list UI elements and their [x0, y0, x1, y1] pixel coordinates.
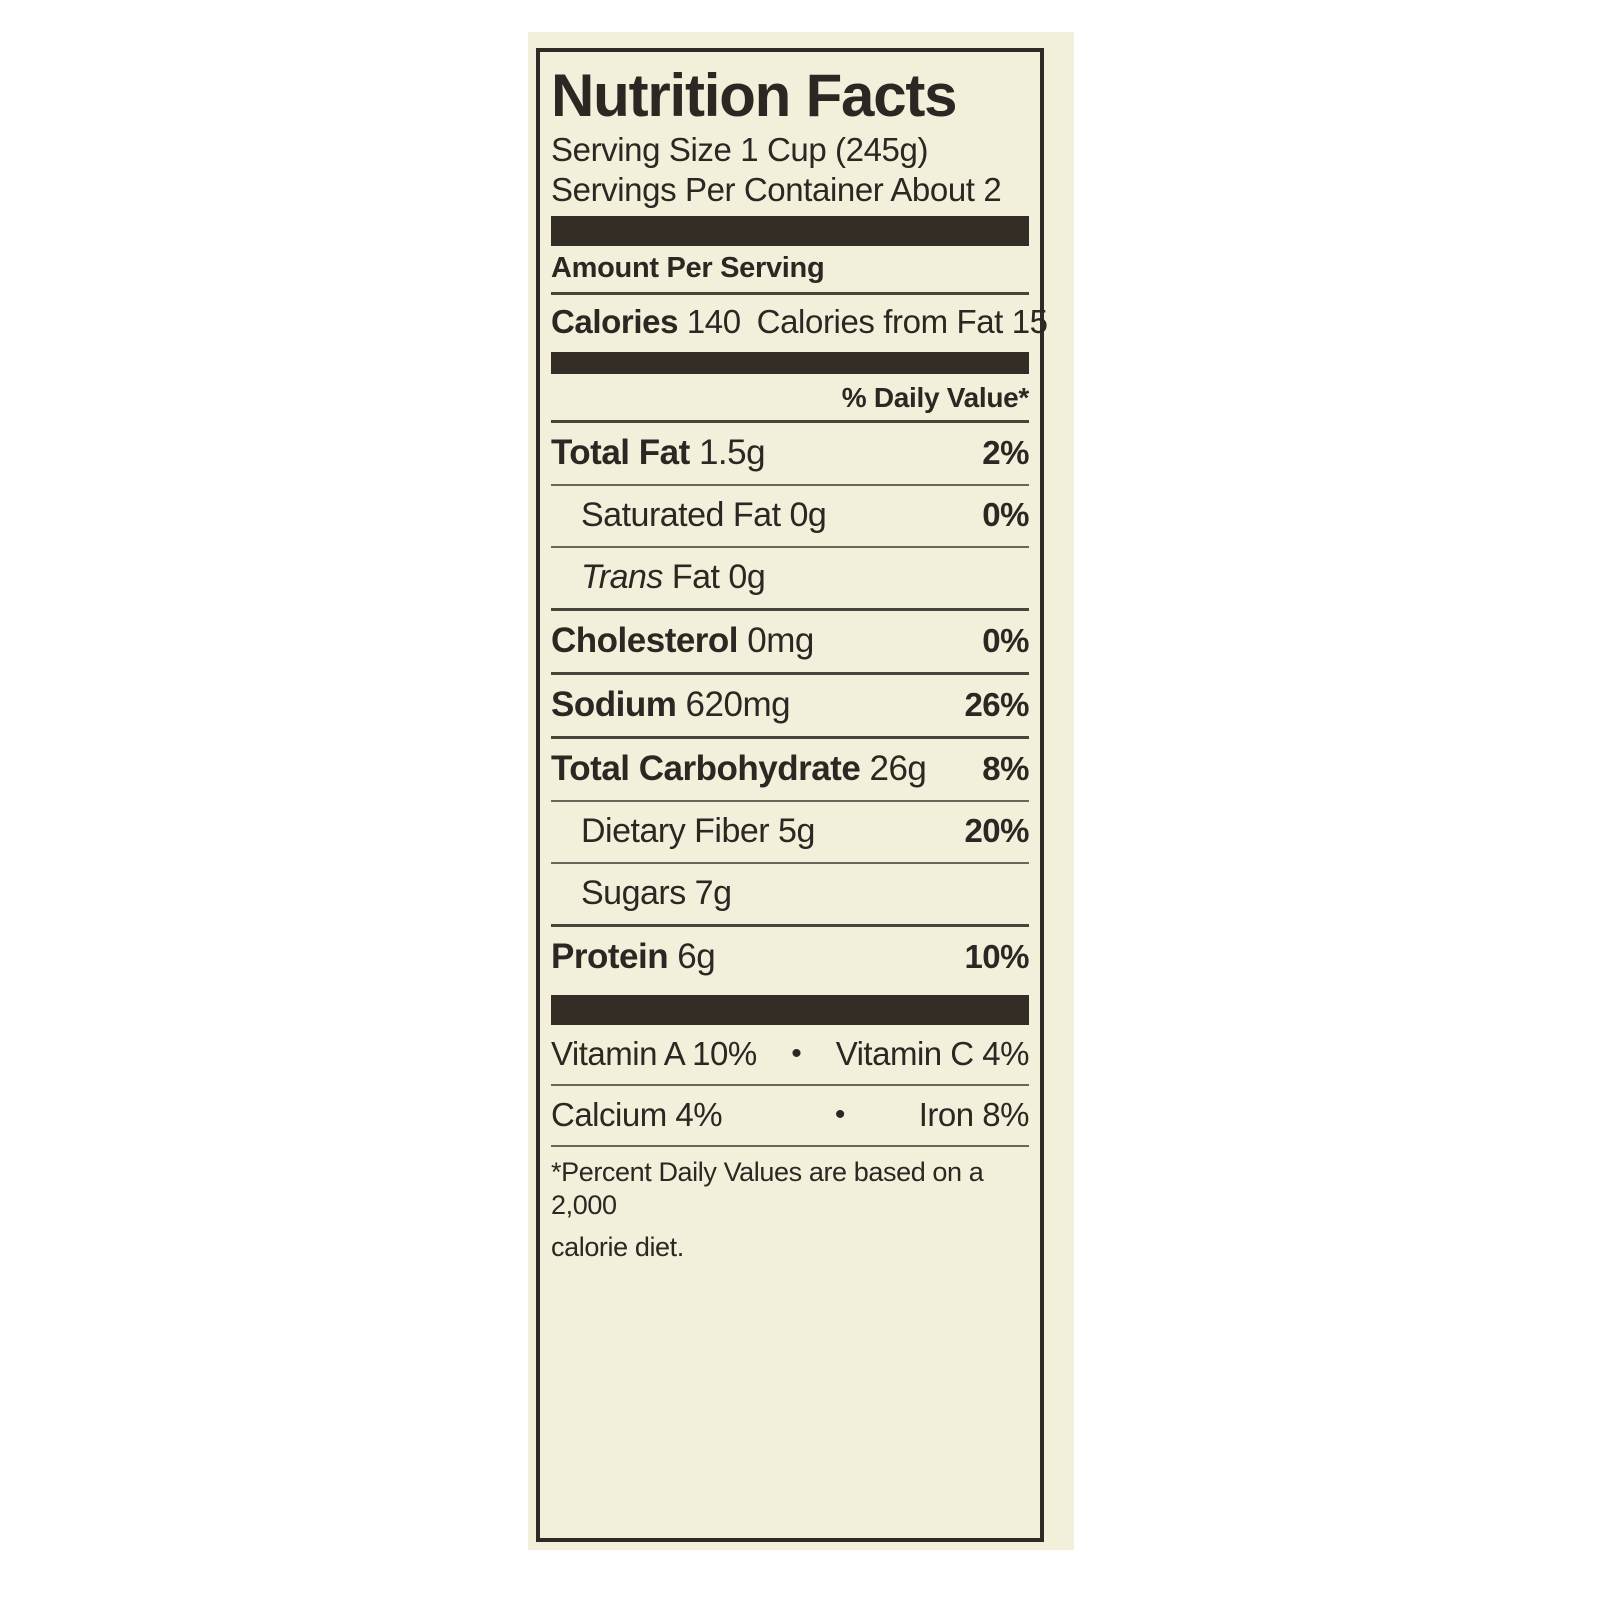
nutrient-row-total-fat: Total Fat 1.5g 2% — [551, 423, 1029, 484]
nutrient-name-total-fat: Total Fat 1.5g — [551, 433, 766, 473]
bullet-separator-icon-2: • — [834, 1098, 846, 1132]
divider-rule-4 — [551, 672, 1029, 676]
nutrient-percent-total-carbohydrate: 8% — [982, 750, 1029, 788]
divider-thick-top — [551, 216, 1029, 247]
serving-size-text: Serving Size 1 Cup (245g) — [551, 131, 929, 168]
divider-rule-5 — [551, 736, 1029, 740]
nutrient-row-dietary-fiber: Dietary Fiber 5g 20% — [551, 802, 1029, 862]
servings-per-container-text: Servings Per Container About 2 — [551, 170, 1002, 208]
divider-thin-1 — [551, 484, 1029, 487]
nutrient-name-trans-fat: Trans Fat 0g — [581, 558, 766, 597]
nutrient-percent-cholesterol: 0% — [982, 622, 1029, 660]
vitamin-row-calcium-iron: Calcium 4% • Iron 8% — [551, 1086, 1030, 1145]
calories-from-fat: Calories from Fat 15 — [756, 303, 1048, 341]
divider-rule-8 — [551, 924, 1029, 928]
vitamin-c-value: Vitamin C 4% — [835, 1035, 1030, 1073]
nutrient-row-sodium: Sodium 620mg 26% — [551, 675, 1029, 736]
calories-row: Calories 140 Calories from Fat 15 — [551, 295, 1048, 350]
nutrient-name-protein: Protein 6g — [551, 937, 716, 977]
divider-thick-calories — [551, 352, 1029, 375]
daily-value-header: % Daily Value* — [841, 382, 1030, 414]
nutrient-name-dietary-fiber: Dietary Fiber 5g — [581, 812, 815, 851]
nutrient-row-total-carbohydrate: Total Carbohydrate 26g 8% — [551, 739, 1029, 800]
divider-thick-vitamins — [551, 995, 1029, 1026]
nutrient-name-cholesterol: Cholesterol 0mg — [551, 621, 814, 661]
bullet-separator-icon: • — [791, 1037, 802, 1071]
nutrient-row-trans-fat: Trans Fat 0g — [551, 548, 1029, 608]
nutrient-percent-sodium: 26% — [964, 686, 1029, 724]
footnote-line-2: calorie diet. — [551, 1232, 684, 1263]
divider-thin-7 — [551, 862, 1029, 865]
nutrient-name-total-carbohydrate: Total Carbohydrate 26g — [551, 749, 927, 789]
amount-per-serving-heading: Amount Per Serving — [551, 252, 825, 285]
iron-value: Iron 8% — [918, 1096, 1030, 1134]
divider-thin-vitamins — [551, 1084, 1029, 1087]
divider-thin-footnote — [551, 1145, 1029, 1148]
divider-thin-2 — [551, 546, 1029, 549]
nutrient-name-saturated-fat: Saturated Fat 0g — [581, 496, 827, 535]
calcium-value: Calcium 4% — [551, 1096, 723, 1134]
divider-thin-6 — [551, 800, 1029, 803]
nutrient-name-sodium: Sodium 620mg — [551, 685, 791, 725]
nutrition-facts-label: Nutrition Facts Serving Size 1 Cup (245g… — [536, 48, 1048, 1542]
divider-rule-amount — [551, 292, 1029, 296]
nutrient-row-protein: Protein 6g 10% — [551, 927, 1029, 988]
nutrient-percent-saturated-fat: 0% — [982, 496, 1029, 534]
calories-label: Calories — [551, 303, 679, 341]
nutrient-row-sugars: Sugars 7g — [551, 864, 1029, 924]
divider-rule-3 — [551, 608, 1029, 612]
calories-value: 140 — [686, 303, 741, 341]
nutrient-percent-protein: 10% — [964, 938, 1029, 976]
calories-value-wrap: 140 — [678, 303, 741, 340]
nutrient-row-cholesterol: Cholesterol 0mg 0% — [551, 611, 1029, 672]
page-title: Nutrition Facts — [551, 62, 958, 129]
nutrient-name-sugars: Sugars 7g — [581, 874, 732, 913]
nutrient-percent-total-fat: 2% — [982, 434, 1029, 472]
nutrient-row-saturated-fat: Saturated Fat 0g 0% — [551, 486, 1029, 546]
nutrient-percent-dietary-fiber: 20% — [964, 812, 1029, 850]
vitamin-a-value: Vitamin A 10% — [551, 1035, 757, 1073]
vitamin-row-a-c: Vitamin A 10% • Vitamin C 4% — [551, 1025, 1030, 1084]
footnote-line-1: *Percent Daily Values are based on a 2,0… — [551, 1157, 984, 1221]
divider-rule-dv — [551, 420, 1029, 424]
